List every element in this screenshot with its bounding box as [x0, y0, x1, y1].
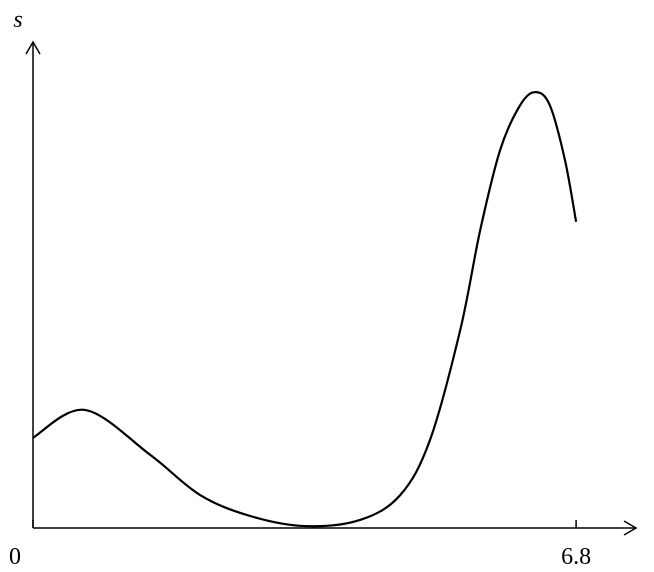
x-axis-arrow	[623, 520, 638, 536]
x-tick-label: 6.8	[561, 544, 591, 570]
y-axis-arrow	[25, 40, 41, 55]
x-tick-label: 0	[9, 544, 21, 570]
curve	[32, 91, 578, 528]
y-axis-label: s	[13, 7, 22, 33]
